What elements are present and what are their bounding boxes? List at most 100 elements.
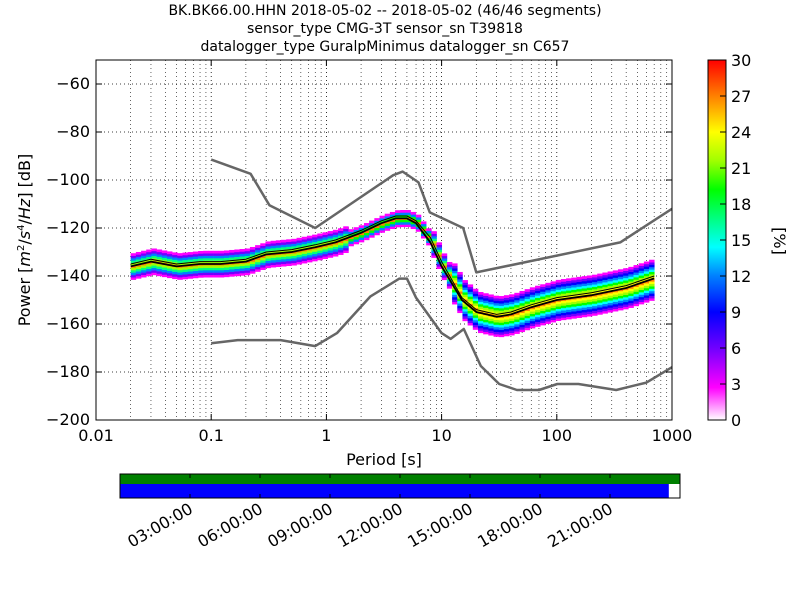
heatmap-cell <box>166 268 173 271</box>
heatmap-cell <box>478 318 484 322</box>
heatmap-cell <box>529 299 536 302</box>
heatmap-cell <box>234 273 240 277</box>
colorbar-tick-label: 9 <box>731 303 741 322</box>
heatmap-cell <box>493 307 500 311</box>
heatmap-cell <box>462 318 468 322</box>
heatmap-cell <box>498 298 505 302</box>
heatmap-cell <box>187 259 194 262</box>
y-tick-label: −100 <box>46 170 90 189</box>
heatmap-cell <box>483 317 489 320</box>
heatmap-cell <box>275 240 282 243</box>
heatmap-cell <box>317 238 323 242</box>
axes: 0.01 0.1 1 10 100 1000 −200 −180 −160 −140 −120 −10… <box>46 60 692 445</box>
heatmap-cell <box>312 258 318 262</box>
heatmap-cell <box>296 254 303 258</box>
heatmap-cell <box>141 260 147 264</box>
heatmap-cell <box>234 256 240 260</box>
heatmap-cell <box>581 285 588 289</box>
heatmap-cell <box>545 316 551 320</box>
heatmap-cell <box>389 219 396 222</box>
heatmap-cell <box>286 241 292 245</box>
heatmap-cell <box>135 256 142 260</box>
heatmap-cell <box>332 253 339 257</box>
y-tick-label: −180 <box>46 362 90 381</box>
heatmap-cell <box>369 230 375 233</box>
heatmap-cell <box>498 312 505 316</box>
heatmap-cell <box>586 304 593 307</box>
heatmap-cell <box>592 305 598 309</box>
heatmap-cell <box>503 316 510 320</box>
heatmap-cell <box>161 257 168 261</box>
heatmap-cell <box>146 256 152 260</box>
heatmap-cell <box>643 268 650 272</box>
heatmap-cell <box>203 250 209 254</box>
heatmap-cell <box>192 253 199 257</box>
colorbar-tick-label: 18 <box>731 195 751 214</box>
heatmap-cell <box>503 304 510 308</box>
heatmap-cell <box>519 290 525 294</box>
heatmap-cell <box>545 318 551 322</box>
heatmap-cell <box>643 275 650 279</box>
heatmap-cell <box>317 255 323 258</box>
heatmap-cell <box>255 257 261 260</box>
heatmap-cell <box>291 241 297 244</box>
heatmap-cell <box>503 299 510 303</box>
heatmap-cell <box>586 299 593 303</box>
heatmap-cell <box>545 287 551 291</box>
heatmap-cell <box>607 271 614 275</box>
heatmap-cell <box>597 273 603 277</box>
heatmap-cell <box>638 292 645 295</box>
heatmap-cell <box>239 265 246 269</box>
heatmap-cell <box>509 311 515 314</box>
heatmap-cell <box>617 290 624 294</box>
heatmap-cell <box>576 291 582 294</box>
heatmap-cell <box>519 312 525 316</box>
heatmap-cell <box>503 297 510 301</box>
heatmap-cell <box>327 233 334 237</box>
heatmap-cell <box>301 236 308 240</box>
heatmap-cell <box>358 237 365 240</box>
heatmap-cell <box>529 325 536 329</box>
heatmap-cell <box>441 258 448 261</box>
heatmap-cell <box>405 222 411 225</box>
heatmap-cell <box>607 283 614 287</box>
heatmap-cell <box>275 242 282 246</box>
heatmap-cell <box>602 272 608 276</box>
heatmap-cell <box>146 263 152 267</box>
heatmap-cell <box>576 286 582 290</box>
heatmap-cell <box>467 284 474 288</box>
heatmap-cell <box>462 294 468 298</box>
heatmap-cell <box>555 279 562 283</box>
heatmap-cell <box>177 255 183 259</box>
heatmap-cell <box>301 243 308 247</box>
heatmap-cell <box>555 289 562 293</box>
heatmap-cell <box>322 241 328 245</box>
coverage-time-label: 09:00:00 <box>264 499 336 551</box>
heatmap-cell <box>607 297 614 301</box>
heatmap-cell <box>555 308 562 312</box>
heatmap-cell <box>369 232 375 236</box>
heatmap-cell <box>478 301 484 305</box>
heatmap-cell <box>151 267 157 271</box>
heatmap-cell <box>296 257 303 260</box>
heatmap-cell <box>649 266 655 270</box>
heatmap-cell <box>514 321 520 325</box>
heatmap-cell <box>452 296 458 300</box>
heatmap-cell <box>498 332 505 335</box>
heatmap-cell <box>649 293 655 297</box>
heatmap-cell <box>384 216 391 219</box>
heatmap-cell <box>576 279 582 282</box>
heatmap-cell <box>192 268 199 272</box>
heatmap-cell <box>545 299 551 303</box>
heatmap-cell <box>296 247 303 251</box>
heatmap-cell <box>488 296 494 300</box>
heatmap-cell <box>467 301 474 304</box>
heatmap-cell <box>446 261 453 265</box>
title-line-3: datalogger_type GuralpMinimus datalogger… <box>200 39 570 55</box>
heatmap-cell <box>503 319 510 322</box>
heatmap-cell <box>306 257 313 260</box>
heatmap-cell <box>208 274 214 278</box>
heatmap-cell <box>457 288 463 292</box>
heatmap-cell <box>244 265 251 269</box>
heatmap-cell <box>617 300 624 304</box>
